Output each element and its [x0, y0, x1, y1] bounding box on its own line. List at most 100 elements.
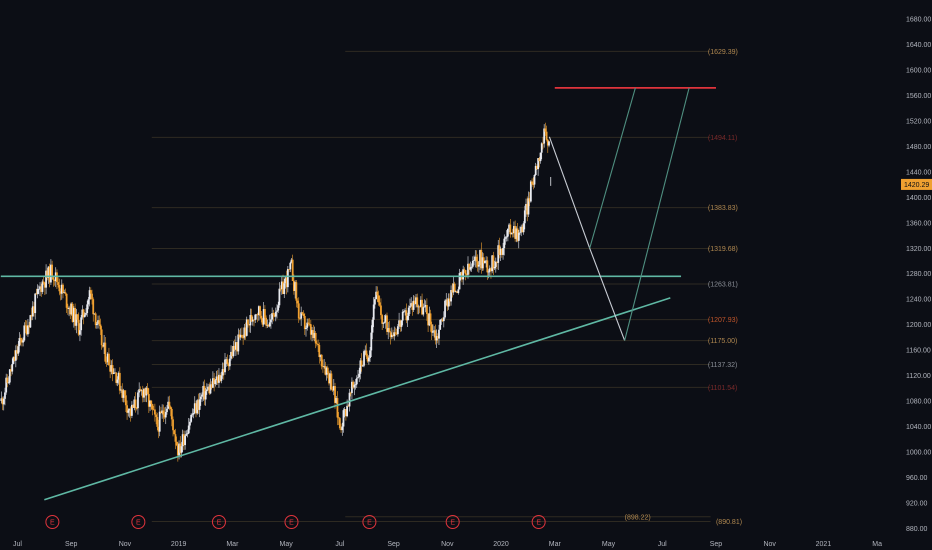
candle-body: [470, 266, 473, 268]
candle-body: [475, 256, 478, 262]
candle-body: [288, 269, 290, 270]
candle-body: [455, 291, 457, 293]
time-tick-label: Nov: [763, 541, 776, 548]
candle-body: [34, 293, 37, 314]
candle-body: [216, 376, 219, 383]
candle-body: [126, 405, 128, 413]
candle-body: [115, 372, 118, 383]
candle-body: [386, 315, 388, 332]
candle-body: [481, 257, 484, 269]
candle-body: [421, 299, 423, 315]
candle-body: [506, 228, 509, 237]
candle-body: [85, 313, 87, 315]
candle-body: [242, 337, 245, 339]
candle-body: [525, 203, 527, 211]
candle-body: [53, 279, 56, 282]
candle-body: [214, 380, 217, 385]
candle-body: [491, 255, 494, 272]
price-axis[interactable]: 880.00 920.00 960.00 1000.00 1040.00 1080.00 1…: [900, 0, 932, 550]
candle-body: [238, 334, 241, 338]
candle-body: [459, 272, 462, 274]
candle-body: [273, 314, 276, 317]
candle-body: [279, 288, 282, 290]
candle-body: [167, 401, 170, 409]
candle-body: [251, 319, 254, 322]
candle-body: [33, 306, 35, 314]
candle-body: [16, 350, 18, 354]
candle-body: [548, 141, 550, 146]
candle-body: [202, 385, 205, 395]
candle-body: [361, 365, 364, 367]
candle-body: [274, 311, 277, 317]
candle-body: [546, 139, 549, 146]
candle-body: [267, 324, 270, 327]
candle-body: [76, 314, 79, 320]
candle-body: [139, 389, 142, 391]
candle-body: [120, 389, 122, 391]
candle-body: [395, 333, 398, 335]
candle-body: [158, 411, 161, 432]
candle-body: [234, 342, 237, 350]
candle-body: [429, 313, 432, 325]
candle-body: [173, 430, 176, 435]
candle-body: [353, 384, 356, 388]
candle-body: [381, 315, 384, 324]
candle-body: [529, 181, 532, 202]
candle-body: [250, 315, 253, 322]
candle-body: [0, 398, 3, 402]
price-tick-label: 1640.00: [906, 42, 931, 49]
candle-body: [263, 309, 266, 318]
candle-body: [364, 350, 367, 352]
candle-body: [444, 300, 446, 318]
candle-body: [92, 299, 95, 315]
candle-body: [533, 175, 536, 185]
candle-body: [514, 226, 517, 239]
candle-body: [255, 314, 258, 316]
candle-body: [374, 299, 376, 305]
time-tick-label: Jul: [13, 541, 22, 548]
candle-body: [435, 336, 438, 341]
candle-body: [441, 319, 444, 322]
candle-body: [308, 323, 311, 325]
candle-body: [291, 259, 294, 282]
candle-body: [243, 327, 246, 338]
fib-level-label: (1101.54): [708, 385, 737, 392]
candle-body: [299, 318, 301, 320]
price-tick-label: 1240.00: [906, 297, 931, 304]
time-tick-label: Mar: [226, 541, 239, 548]
candle-body: [161, 410, 164, 414]
price-tick-label: 1600.00: [906, 68, 931, 75]
candle-body: [520, 226, 523, 233]
last-price-label: 1420.29: [904, 182, 929, 189]
candle-body: [86, 304, 89, 314]
candle-body: [477, 264, 480, 267]
price-tick-label: 1200.00: [906, 322, 931, 329]
candle-body: [434, 330, 437, 341]
candle-body: [527, 198, 530, 215]
candle-body: [328, 373, 330, 384]
candle-body: [249, 315, 252, 326]
candle-body: [482, 257, 485, 264]
candle-body: [365, 350, 368, 357]
time-axis[interactable]: Jul Sep Nov 2019 Mar May Jul Sep Nov 2020 Mar May Ju…: [0, 536, 932, 550]
candle-body: [427, 314, 430, 326]
candle-body: [212, 378, 214, 388]
time-tick-label: Jul: [658, 541, 667, 548]
time-tick-label: May: [602, 541, 616, 548]
candle-body: [208, 386, 211, 394]
candle-body: [22, 340, 25, 343]
candle-body: [280, 281, 283, 289]
time-tick-label: May: [280, 541, 294, 548]
candle-body: [319, 354, 322, 358]
candle-body: [307, 322, 310, 324]
candle-body: [13, 356, 16, 361]
candle-body: [351, 381, 353, 393]
candle-body: [196, 400, 199, 414]
candle-body: [456, 291, 459, 293]
candle-body: [471, 260, 474, 267]
candle-body: [326, 367, 329, 374]
candle-body: [354, 384, 357, 386]
candle-body: [486, 260, 489, 273]
candle-body: [186, 433, 189, 435]
candle-body: [480, 250, 483, 269]
